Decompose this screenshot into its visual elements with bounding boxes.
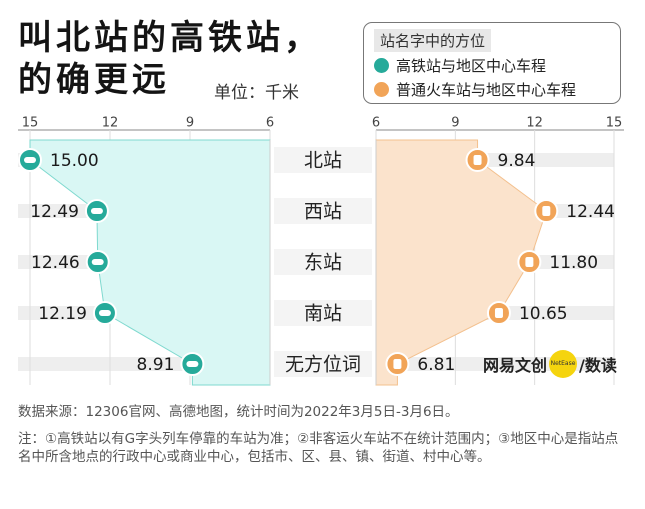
- hsr-value-label: 15.00: [50, 151, 99, 171]
- category-label: 无方位词: [285, 354, 361, 376]
- category-label: 西站: [304, 201, 342, 223]
- left-tick-label: 15: [22, 116, 39, 131]
- right-tick-label: 12: [526, 116, 543, 131]
- category-label: 南站: [304, 303, 342, 325]
- conv-value-label: 10.65: [519, 304, 568, 324]
- category-label: 北站: [304, 150, 342, 172]
- category-label-bg: [274, 198, 372, 224]
- train-icon: [91, 259, 104, 265]
- conv-value-label: 6.81: [417, 355, 455, 375]
- legend-item-hsr: 高铁站与地区中心车程: [374, 55, 546, 76]
- conv-value-label: 9.84: [498, 151, 536, 171]
- logo-tail: /数读: [579, 356, 617, 375]
- conv-value-label: 11.80: [549, 253, 598, 273]
- category-label: 东站: [304, 252, 342, 274]
- logo-badge: NetEase: [549, 349, 578, 378]
- chart-title-line1: 叫北站的高铁站，: [18, 18, 322, 58]
- left-tick-label: 12: [102, 116, 119, 131]
- legend-hsr-label: 高铁站与地区中心车程: [396, 57, 547, 75]
- left-tick-label: 9: [186, 116, 194, 131]
- source-note: 数据来源：12306官网、高德地图，统计时间为2022年3月5日-3月6日。: [18, 404, 459, 420]
- unit-label: 单位：千米: [214, 83, 299, 103]
- bus-icon: [494, 308, 503, 318]
- left-tick-label: 6: [266, 116, 274, 131]
- train-icon: [90, 208, 103, 214]
- train-icon: [186, 361, 199, 367]
- train-icon: [374, 58, 389, 73]
- legend: 站名字中的方位 高铁站与地区中心车程 普通火车站与地区中心车程: [363, 22, 621, 104]
- legend-heading: 站名字中的方位: [374, 29, 492, 52]
- bus-icon: [393, 359, 402, 369]
- train-icon: [24, 157, 36, 163]
- right-tick-label: 6: [372, 116, 380, 131]
- train-icon: [98, 310, 111, 316]
- hsr-value-label: 8.91: [137, 355, 175, 375]
- bus-icon: [374, 82, 389, 97]
- bus-icon: [473, 155, 482, 165]
- hsr-value-label: 12.19: [38, 304, 87, 324]
- logo-text: 网易文创: [483, 356, 548, 375]
- legend-item-conv: 普通火车站与地区中心车程: [374, 79, 576, 100]
- category-label-bg: [274, 300, 372, 326]
- footnote: 注：①高铁站以有G字头列车停靠的车站为准；②非客运火车站不在统计范围内；③地区中…: [18, 431, 619, 465]
- logo: 网易文创 NetEase/数读: [483, 349, 617, 378]
- right-tick-label: 9: [451, 116, 459, 131]
- category-label-bg: [274, 147, 372, 173]
- legend-conv-label: 普通火车站与地区中心车程: [396, 81, 577, 99]
- conv-value-label: 12.44: [566, 202, 615, 222]
- bus-icon: [542, 206, 551, 216]
- bus-icon: [525, 257, 534, 267]
- chart-title-line2: 的确更远: [18, 60, 170, 100]
- category-label-bg: [274, 351, 372, 377]
- category-label-bg: [274, 249, 372, 275]
- hsr-value-label: 12.46: [31, 253, 80, 273]
- right-tick-label: 15: [606, 116, 623, 131]
- hsr-value-label: 12.49: [30, 202, 79, 222]
